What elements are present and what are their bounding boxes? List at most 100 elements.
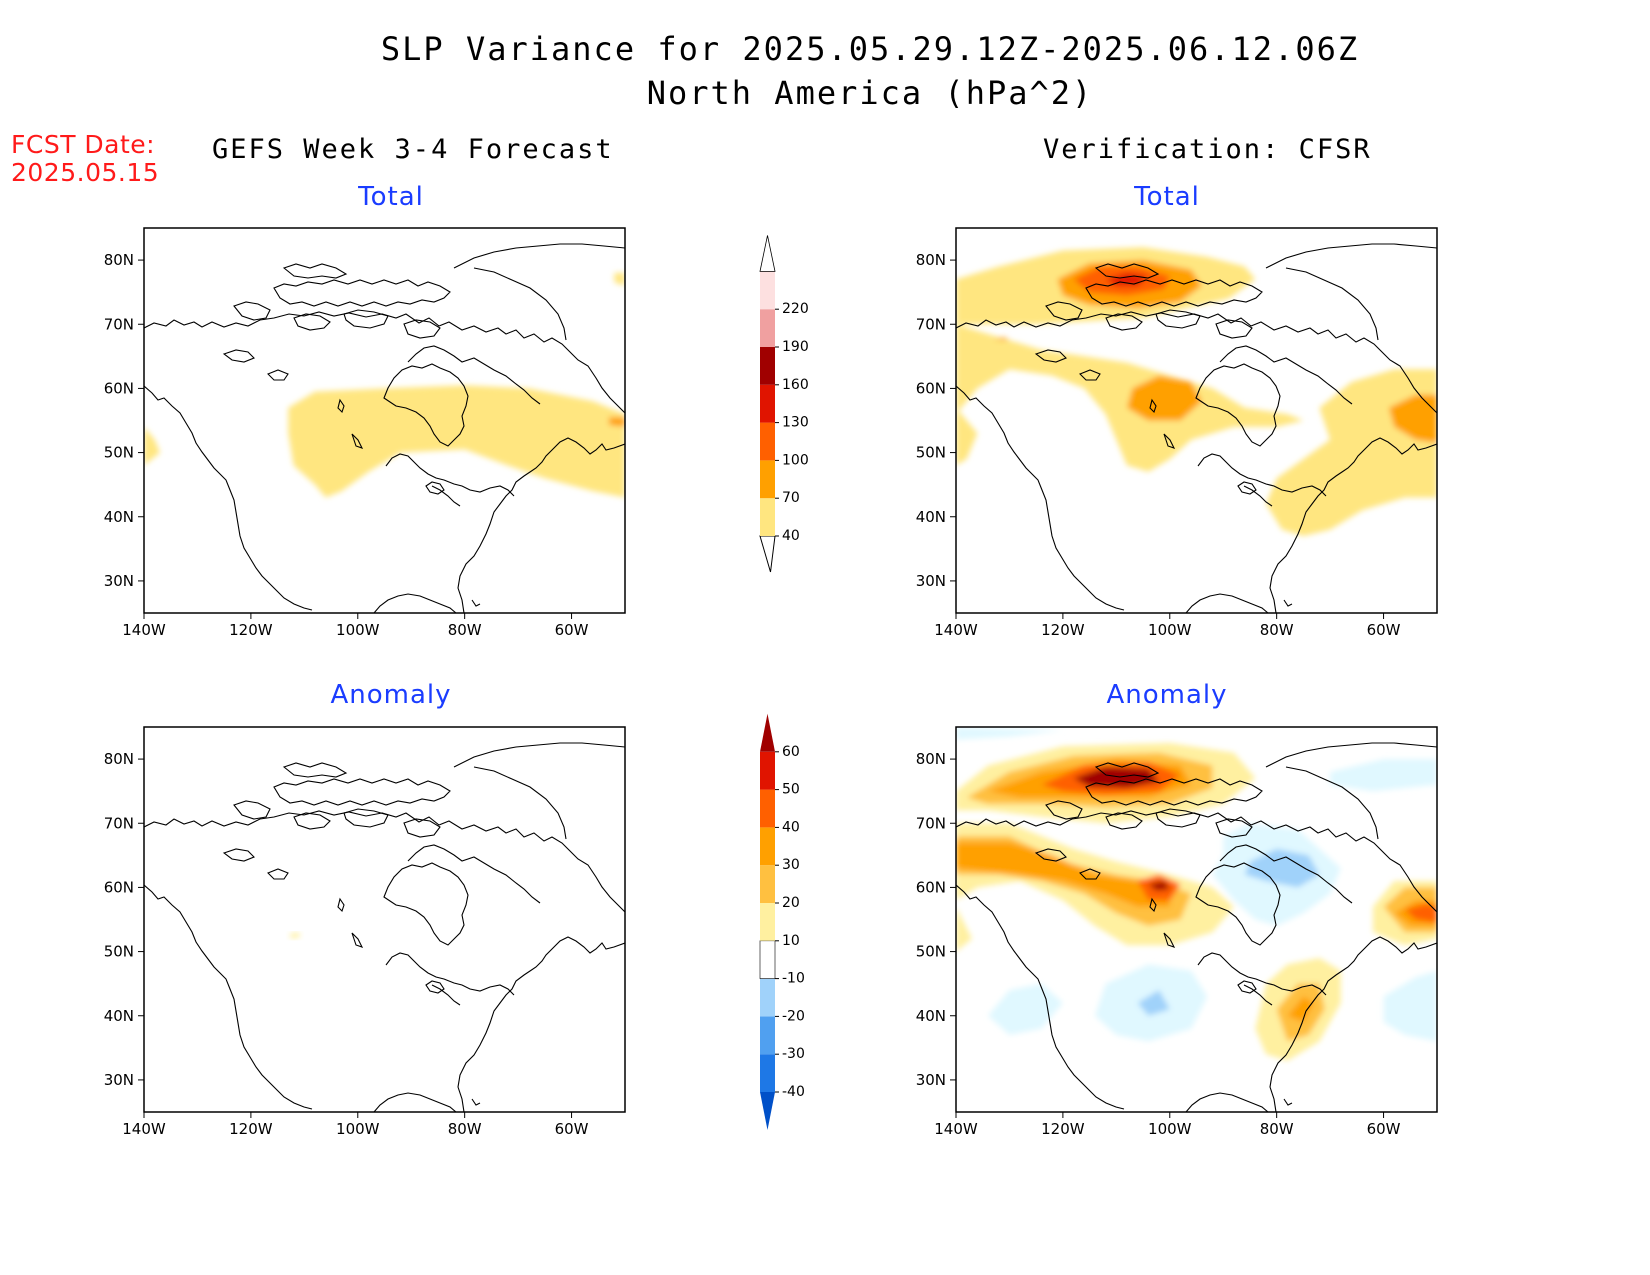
- lon-tick-label: 140W: [934, 621, 978, 639]
- colorbar-swatch: [760, 271, 775, 310]
- lat-tick-label: 50N: [104, 943, 134, 961]
- shaded-field: [144, 272, 625, 498]
- lat-tick-label: 70N: [104, 814, 134, 832]
- lon-tick-label: 120W: [229, 1120, 273, 1138]
- lat-tick-label: 60N: [104, 878, 134, 896]
- contour-region: [1287, 996, 1315, 1023]
- forecast-anomaly-title: Anomaly: [330, 680, 452, 710]
- lat-tick-label: 30N: [104, 572, 134, 590]
- lon-tick-label: 120W: [1041, 1120, 1085, 1138]
- lat-tick-label: 30N: [916, 1071, 946, 1089]
- lon-tick-label: 120W: [229, 621, 273, 639]
- colorbar-label: 100: [782, 452, 809, 468]
- colorbar-swatch: [760, 347, 775, 385]
- lon-tick-label: 140W: [122, 621, 166, 639]
- contour-region: [1148, 881, 1170, 891]
- colorbar-swatch: [760, 789, 775, 828]
- lat-tick-label: 40N: [104, 1007, 134, 1025]
- colorbar-label: 10: [782, 933, 800, 949]
- colorbar-label: 30: [782, 857, 800, 873]
- contour-region: [609, 417, 625, 427]
- lon-tick-label: 60W: [555, 1120, 589, 1138]
- contour-region: [1388, 394, 1437, 443]
- contour-region: [614, 272, 625, 286]
- contour-region: [1137, 990, 1170, 1016]
- colorbar-label: 70: [782, 490, 800, 506]
- contour-region: [1127, 375, 1202, 421]
- colorbar-swatch: [759, 940, 776, 979]
- fcst-date-value: 2025.05.15: [11, 158, 160, 187]
- fcst-date-label: FCST Date:: [11, 130, 156, 159]
- colorbar-swatch: [760, 309, 775, 347]
- colorbar-swatch: [760, 751, 775, 790]
- page-title: SLP Variance for 2025.05.29.12Z-2025.06.…: [380, 30, 1360, 68]
- lon-tick-label: 140W: [934, 1120, 978, 1138]
- colorbar-swatch: [760, 865, 775, 903]
- colorbar-label: 160: [782, 377, 809, 393]
- verification-column-title: Verification: CFSR: [1043, 134, 1372, 165]
- colorbar-end: [759, 235, 776, 272]
- map-frame: [955, 726, 1438, 1113]
- colorbar-swatch: [760, 498, 775, 536]
- colorbar-swatch: [760, 384, 775, 423]
- page-subtitle: North America (hPa^2): [646, 74, 1094, 112]
- lat-tick-label: 70N: [104, 315, 134, 333]
- colorbar-swatch: [760, 978, 775, 1017]
- forecast-total-title: Total: [358, 182, 424, 212]
- lat-tick-label: 40N: [916, 508, 946, 526]
- contour-region: [956, 842, 1170, 907]
- contour-region: [1330, 759, 1437, 792]
- forecast-column-title: GEFS Week 3-4 Forecast: [212, 134, 614, 165]
- contour-region: [1383, 970, 1437, 1042]
- lat-tick-label: 30N: [104, 1071, 134, 1089]
- colorbar-label: 60: [782, 744, 800, 760]
- contour-region: [993, 337, 1010, 341]
- lat-tick-label: 50N: [916, 444, 946, 462]
- map-background: [144, 727, 625, 1112]
- lat-tick-label: 80N: [104, 750, 134, 768]
- colorbar-end: [760, 713, 775, 752]
- lat-tick-label: 60N: [916, 878, 946, 896]
- colorbar-swatch: [760, 903, 775, 941]
- lon-tick-label: 60W: [1367, 1120, 1401, 1138]
- colorbar-swatch: [760, 1016, 775, 1055]
- lon-tick-label: 100W: [336, 621, 380, 639]
- contour-region: [988, 983, 1063, 1035]
- colorbar-end: [760, 1092, 775, 1130]
- contour-region: [956, 324, 1304, 472]
- lon-tick-label: 100W: [1148, 621, 1192, 639]
- lat-tick-label: 70N: [916, 315, 946, 333]
- verification-anomaly-title: Anomaly: [1106, 680, 1228, 710]
- lon-tick-label: 80W: [1260, 1120, 1294, 1138]
- lat-tick-label: 80N: [916, 251, 946, 269]
- lon-tick-label: 80W: [1260, 621, 1294, 639]
- lon-tick-label: 80W: [448, 621, 482, 639]
- colorbar-swatch: [760, 422, 775, 461]
- lat-tick-label: 60N: [916, 379, 946, 397]
- shaded-field: [288, 932, 302, 939]
- lat-tick-label: 80N: [104, 251, 134, 269]
- colorbar-swatch: [760, 827, 775, 866]
- map-frame: [143, 227, 626, 614]
- total-colorbar: 40 70 100 130 160 190 220: [759, 235, 809, 573]
- contour-region: [144, 426, 160, 466]
- verification-anomaly-map: 30N 40N 50N 60N 70N 80N 140W 120W 100W 80W 60W: [916, 726, 1438, 1138]
- lat-tick-label: 50N: [104, 444, 134, 462]
- contour-region: [956, 407, 978, 466]
- lat-tick-label: 50N: [916, 943, 946, 961]
- lat-tick-label: 70N: [916, 814, 946, 832]
- lat-tick-label: 40N: [916, 1007, 946, 1025]
- lat-tick-label: 40N: [104, 508, 134, 526]
- lon-tick-label: 140W: [122, 1120, 166, 1138]
- anomaly-colorbar: -40 -30 -20 -10 10 20 30 40 50 60: [759, 713, 805, 1130]
- contour-region: [1244, 848, 1320, 888]
- contour-region: [1404, 903, 1437, 923]
- lon-tick-label: 100W: [1148, 1120, 1192, 1138]
- colorbar-label: -40: [782, 1084, 805, 1100]
- lat-tick-label: 60N: [104, 379, 134, 397]
- colorbar-label: -30: [782, 1046, 805, 1062]
- lat-tick-label: 80N: [916, 750, 946, 768]
- colorbar-label: 130: [782, 415, 809, 431]
- forecast-total-map: 30N 40N 50N 60N 70N 80N 140W 120W 100W 80W 60W: [104, 227, 626, 639]
